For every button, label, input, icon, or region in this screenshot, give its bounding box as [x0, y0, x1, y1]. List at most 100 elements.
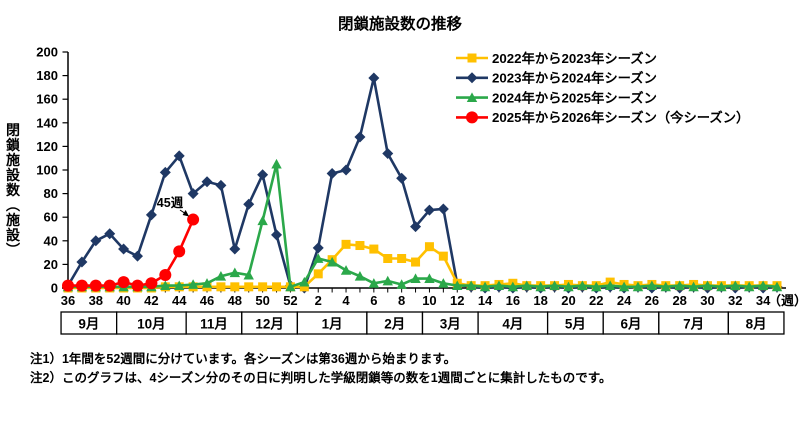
x-tick-label: 2 [315, 293, 322, 308]
data-point-triangle [507, 281, 519, 292]
y-tick-label: 20 [44, 257, 58, 272]
data-point-diamond [159, 166, 171, 178]
month-label: 7月 [683, 317, 704, 332]
data-point-triangle [549, 280, 560, 291]
data-point-triangle [368, 278, 380, 288]
facility-closure-trend-chart: 閉鎖施設数の推移 閉鎖施設数（施設） 0 20 40 60 80 100 120 140 160… [5, 14, 800, 335]
data-point-diamond [243, 198, 255, 210]
x-tick-label: 8 [398, 293, 405, 308]
data-point-circle [173, 245, 186, 258]
month-label: 4月 [502, 317, 523, 332]
series-line-3 [68, 219, 195, 287]
data-point-square [230, 282, 240, 292]
data-point-triangle [174, 280, 185, 291]
y-tick-label: 120 [36, 139, 58, 154]
footnote-2: 注2）このグラフは、4シーズン分のその日に判明した学級閉鎖等の数を1週間ごとに集… [30, 371, 612, 385]
footnotes: 注1）1年間を52週間に分けています。各シーズンは第36週から始まります。 注2… [30, 350, 790, 388]
data-point-triangle [382, 275, 393, 286]
data-point-circle [75, 279, 88, 292]
data-point-square [397, 254, 407, 263]
data-point-triangle [535, 281, 546, 292]
y-tick-label: 180 [36, 68, 58, 83]
month-label: 2月 [384, 317, 405, 332]
month-label: 9月 [78, 317, 99, 332]
y-tick-label: 0 [51, 281, 58, 296]
data-point-diamond [326, 168, 338, 180]
data-point-triangle [396, 279, 407, 289]
data-point-circle [187, 213, 200, 226]
data-point-triangle [438, 278, 449, 288]
annotation-arrowhead [182, 210, 190, 217]
data-point-diamond [90, 235, 102, 247]
y-axis-title: 閉鎖施設数（施設） [5, 123, 21, 258]
x-tick-label: 34 [756, 293, 771, 308]
data-point-circle [62, 279, 74, 292]
x-tick-label: 38 [89, 293, 103, 308]
x-tick-label: 30 [700, 293, 714, 308]
data-point-triangle [479, 281, 491, 292]
month-label: 10月 [137, 317, 166, 332]
data-point-triangle [354, 271, 366, 281]
data-point-square [369, 244, 379, 254]
data-point-circle [145, 277, 158, 290]
data-point-triangle [591, 281, 602, 292]
data-point-triangle [563, 281, 574, 292]
data-point-triangle [743, 281, 755, 292]
y-tick-label: 160 [36, 92, 58, 107]
data-point-triangle [424, 273, 435, 283]
legend-label: 2024年から2025年シーズン [492, 89, 657, 105]
data-point-triangle [243, 269, 254, 280]
data-point-triangle [618, 281, 630, 292]
data-point-square [424, 242, 434, 252]
y-tick-label: 40 [44, 233, 58, 248]
x-tick-label: 22 [589, 293, 603, 308]
data-point-diamond [132, 250, 144, 262]
data-point-triangle [271, 158, 282, 169]
data-point-triangle [521, 280, 532, 291]
data-point-diamond [271, 229, 283, 241]
data-point-square [313, 269, 323, 279]
data-point-diamond [257, 169, 269, 181]
data-point-triangle [257, 215, 268, 226]
legend-circle-marker [466, 111, 478, 124]
month-label: 3月 [440, 317, 461, 332]
data-point-triangle [757, 280, 769, 291]
y-tick-label: 60 [44, 210, 58, 225]
data-point-square [383, 254, 393, 263]
data-point-triangle [702, 280, 713, 291]
data-point-circle [103, 279, 116, 292]
data-point-triangle [340, 265, 352, 275]
month-label: 11月 [200, 317, 228, 332]
x-tick-label: 40 [116, 293, 130, 308]
data-point-diamond [145, 209, 157, 221]
annotation-label: 45週 [157, 195, 184, 210]
month-label: 6月 [621, 317, 642, 332]
x-tick-label: 48 [228, 293, 242, 308]
data-point-square [438, 251, 448, 261]
data-point-diamond [173, 150, 185, 162]
legend-label: 2025年から2026年シーズン（今シーズン） [492, 109, 749, 125]
data-point-diamond [354, 131, 366, 143]
x-tick-label: 24 [617, 293, 632, 308]
data-point-square [355, 241, 365, 251]
data-point-square [299, 282, 309, 292]
data-point-triangle [660, 281, 671, 292]
data-point-circle [117, 276, 130, 289]
data-point-square [244, 282, 254, 292]
x-tick-label: 16 [506, 293, 520, 308]
data-point-triangle [452, 280, 463, 291]
data-point-triangle [313, 253, 324, 263]
footnote-1: 注1）1年間を52週間に分けています。各シーズンは第36週から始まります。 [30, 352, 457, 366]
data-point-diamond [382, 147, 394, 159]
data-point-square [258, 282, 268, 292]
data-point-diamond [76, 256, 88, 268]
data-point-diamond [215, 179, 227, 191]
data-point-triangle [201, 278, 213, 288]
x-tick-label: 28 [672, 293, 686, 308]
month-cell [727, 311, 785, 335]
x-tick-label: 4 [342, 293, 350, 308]
data-point-square [216, 282, 226, 292]
x-tick-label: 6 [370, 293, 377, 308]
